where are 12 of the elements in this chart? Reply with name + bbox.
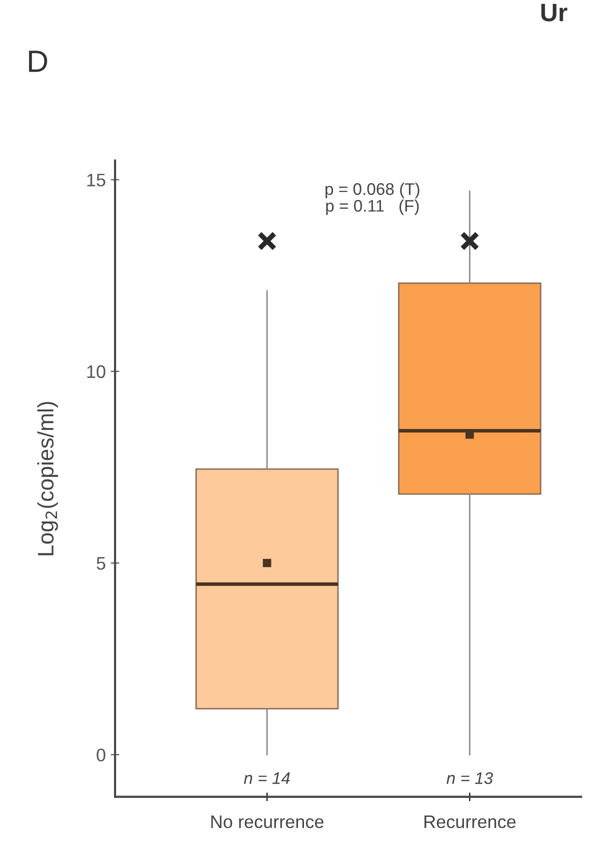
y-tick-label: 10 xyxy=(87,365,106,378)
annotation: p = 0.068 (T) p = 0.11 (F) xyxy=(326,182,420,216)
annotation: n = 13 xyxy=(446,772,493,784)
text: D xyxy=(29,50,48,72)
y-tick-label: 5 xyxy=(96,557,106,570)
x-tick-label: Recurrence xyxy=(424,816,516,828)
y-axis-title: Log$_{2}$(copies/ml) xyxy=(37,402,58,556)
x-tick-label: No recurrence xyxy=(211,816,324,828)
text: Ur xyxy=(541,4,568,22)
y-tick-label: 15 xyxy=(87,174,106,186)
y-tick-label: 0 xyxy=(96,748,106,762)
annotation: n = 14 xyxy=(244,772,290,784)
